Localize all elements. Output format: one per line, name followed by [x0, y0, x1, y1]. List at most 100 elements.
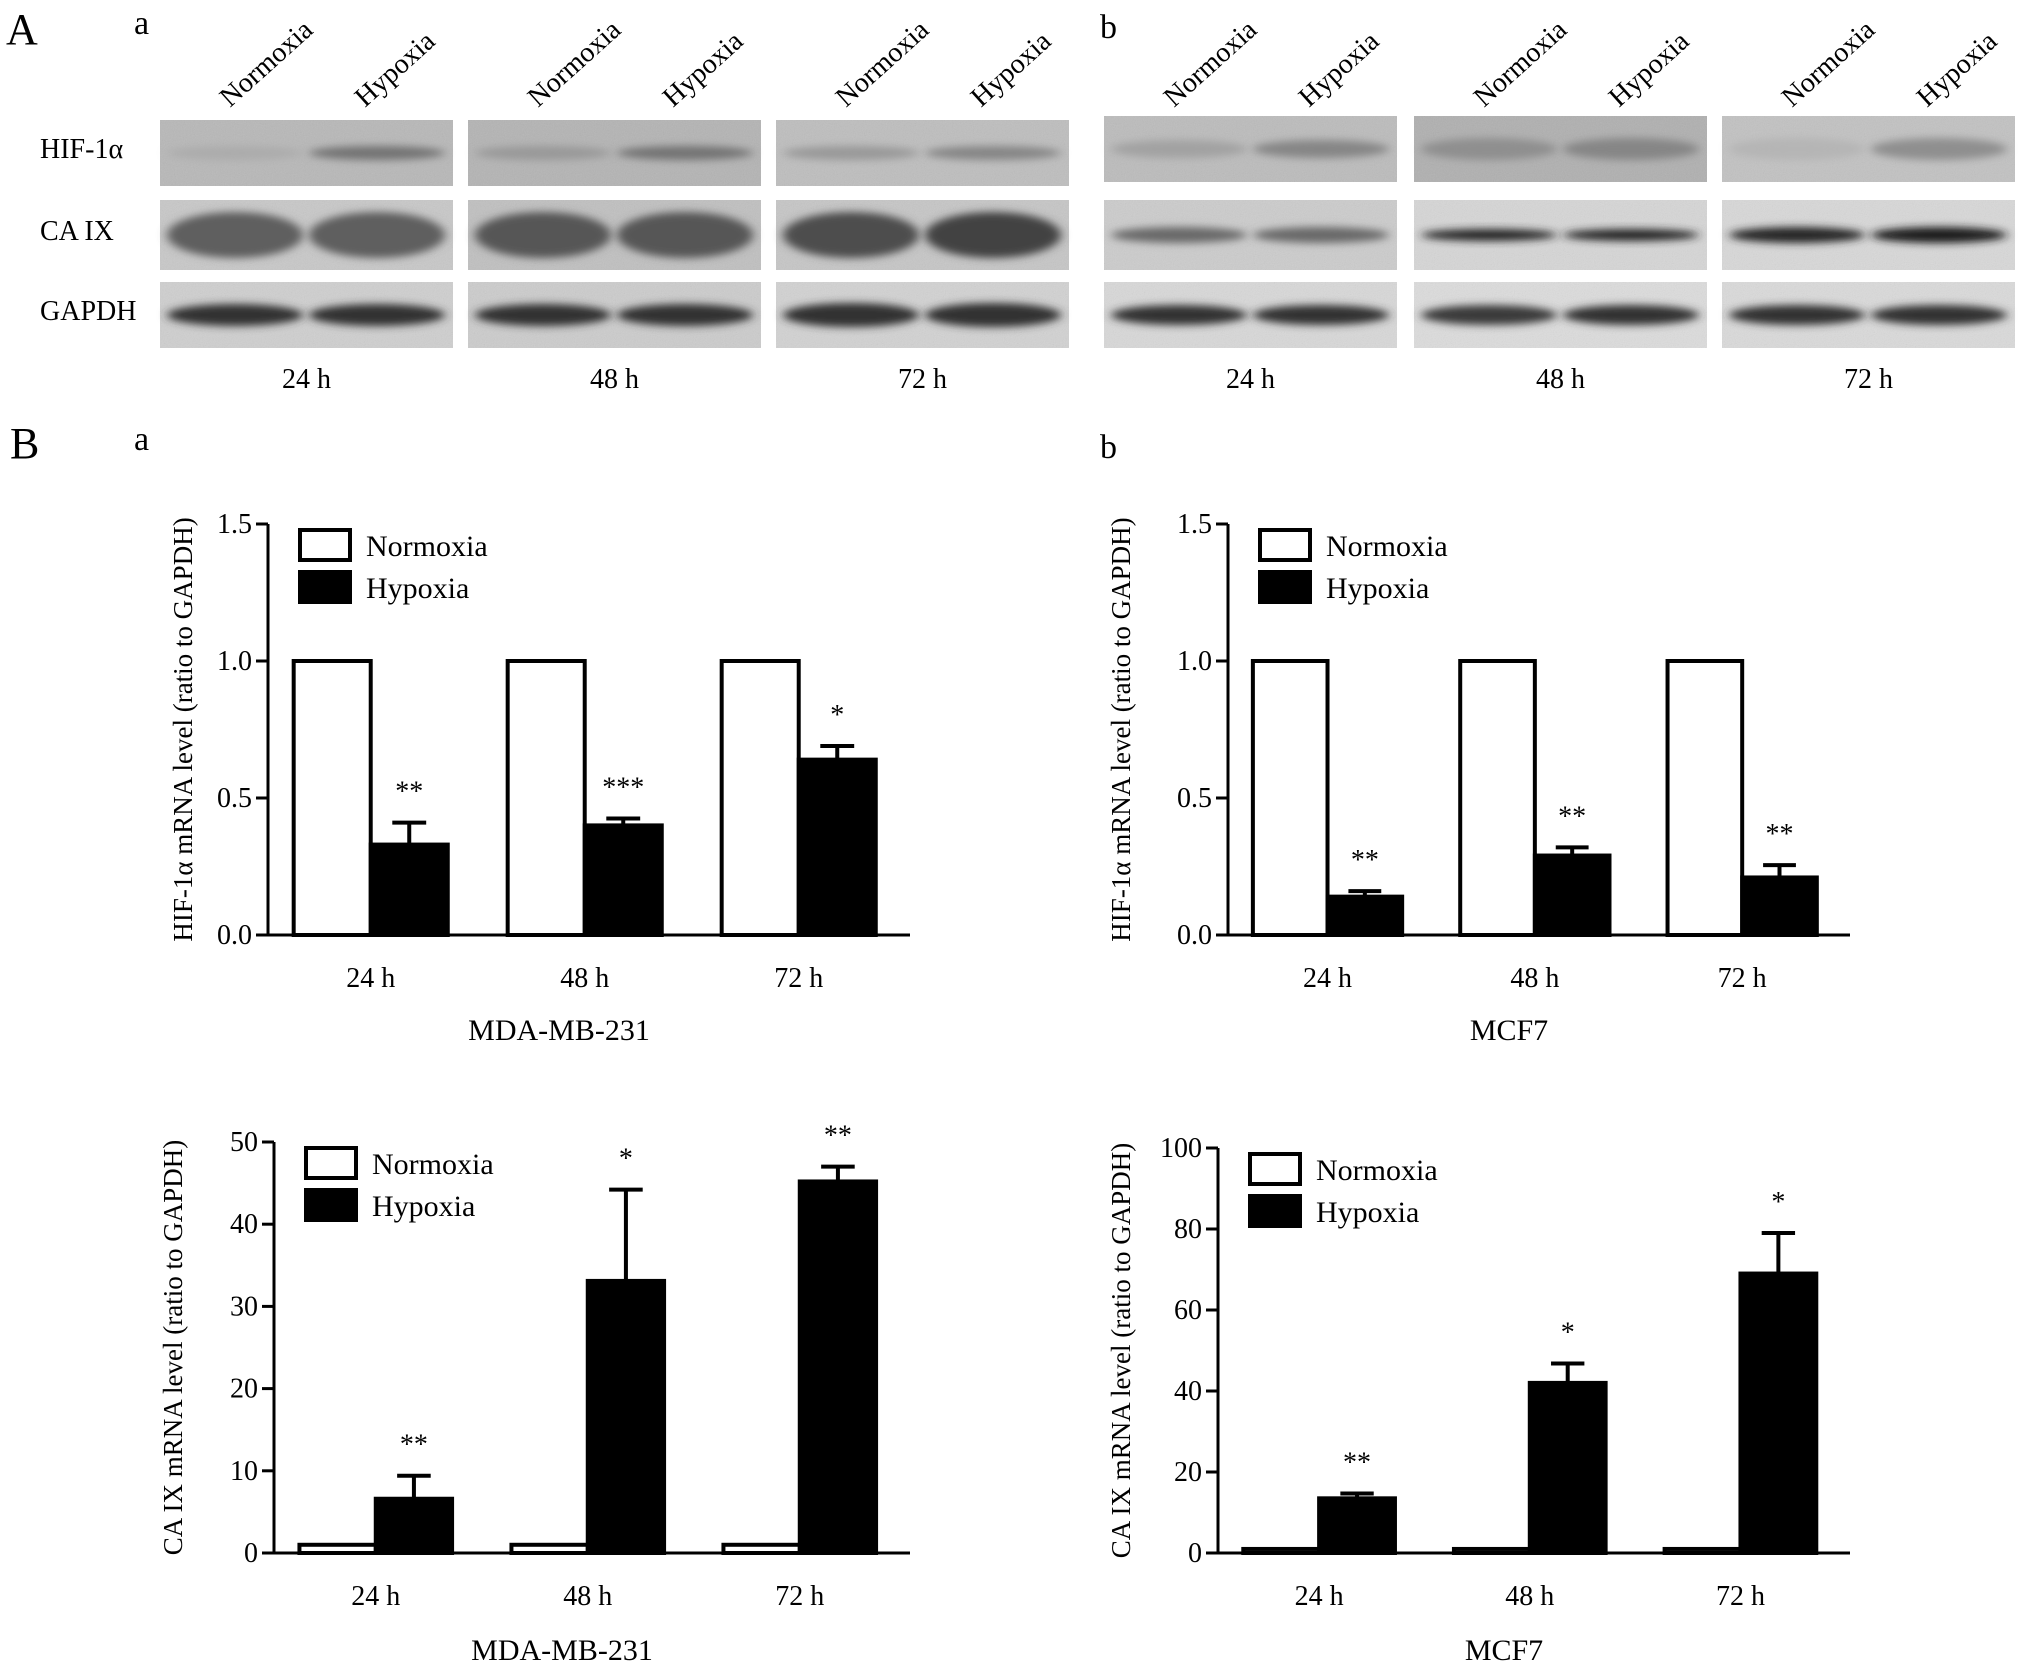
- significance-label-1: *: [619, 1144, 633, 1175]
- legend-swatch-hypoxia: [298, 570, 352, 604]
- blot-band-a-1-hif-normoxia: [475, 146, 611, 160]
- bar-hypoxia-1: [1527, 1380, 1608, 1556]
- blot-time-label-a-2: 72 h: [898, 364, 947, 395]
- significance-label-0: **: [1343, 1447, 1371, 1478]
- y-tick-label-3: 30: [230, 1291, 258, 1322]
- blot-band-b-1-ca9-normoxia: [1421, 229, 1557, 241]
- blot-condition-label-b-1-normoxia: Normoxia: [1468, 14, 1574, 113]
- chart-caption: MDA-MB-231: [471, 1634, 653, 1667]
- significance-label-0: **: [400, 1430, 428, 1461]
- blot-band-a-0-gapdh-normoxia: [167, 304, 303, 326]
- blot-band-a-2-gapdh-normoxia: [783, 303, 919, 327]
- bar-hypoxia-0: [1325, 894, 1405, 938]
- y-tick-label-0: 0.0: [217, 920, 252, 951]
- blot-condition-label-a-2-hypoxia: Hypoxia: [965, 25, 1058, 113]
- legend-label-normoxia: Normoxia: [366, 530, 488, 563]
- chart-caption: MCF7: [1470, 1014, 1548, 1047]
- bar-hypoxia-2: [797, 1179, 879, 1556]
- legend-label-hypoxia: Hypoxia: [1316, 1196, 1419, 1229]
- y-axis-title: HIF-1α mRNA level (ratio to GAPDH): [168, 517, 198, 941]
- x-tick-label-1: 48 h: [1505, 1581, 1554, 1612]
- bar-normoxia-0: [291, 659, 373, 937]
- y-tick-label-1: 0.5: [217, 783, 252, 814]
- blot-band-a-0-ca9-hypoxia: [309, 212, 445, 258]
- bar-normoxia-2: [721, 1542, 802, 1556]
- blot-condition-label-b-0-hypoxia: Hypoxia: [1293, 25, 1386, 113]
- blot-band-a-2-hif-normoxia: [783, 146, 919, 160]
- chart-sub-letter-b: b: [1100, 429, 1117, 466]
- y-tick-label-5: 100: [1160, 1133, 1202, 1164]
- blot-band-a-0-ca9-normoxia: [167, 212, 303, 258]
- chart-sub-letter-a: a: [134, 421, 149, 458]
- blot-time-label-a-1: 48 h: [590, 364, 639, 395]
- blot-band-b-1-hif-hypoxia: [1563, 138, 1699, 160]
- blot-condition-label-a-1-normoxia: Normoxia: [522, 14, 628, 113]
- blot-time-label-b-0: 24 h: [1226, 364, 1275, 395]
- blot-band-b-2-gapdh-normoxia: [1729, 305, 1865, 325]
- y-tick-label-4: 40: [230, 1209, 258, 1240]
- y-tick-label-4: 80: [1174, 1214, 1202, 1245]
- blot-condition-label-b-0-normoxia: Normoxia: [1158, 14, 1264, 113]
- legend-swatch-hypoxia: [304, 1188, 358, 1222]
- blot-band-a-1-hif-hypoxia: [617, 146, 753, 160]
- bar-hypoxia-2: [1740, 875, 1819, 938]
- blot-band-a-0-hif-hypoxia: [309, 146, 445, 160]
- blot-band-b-0-ca9-hypoxia: [1253, 227, 1389, 243]
- legend-swatch-hypoxia: [1248, 1194, 1302, 1228]
- blot-band-b-0-ca9-normoxia: [1111, 227, 1247, 243]
- blot-band-a-2-hif-hypoxia: [925, 146, 1061, 160]
- legend-swatch-normoxia: [1248, 1152, 1302, 1186]
- blot-band-b-2-hif-hypoxia: [1871, 138, 2007, 160]
- bar-normoxia-2: [719, 659, 801, 937]
- chart-ca9-mcf7: 0 20 40 60 80 100 CA IX mRNA level (ratio to G…: [1106, 1133, 1850, 1667]
- blot-band-b-2-gapdh-hypoxia: [1871, 305, 2007, 325]
- x-tick-label-1: 48 h: [1510, 963, 1559, 994]
- chart-caption: MCF7: [1465, 1634, 1543, 1667]
- chart-ca9-mda-mb-231: 0 10 20 30 40 50 CA IX mRNA level (ratio to GA…: [158, 1121, 910, 1667]
- panel-letter-a: A: [6, 5, 38, 54]
- significance-label-2: *: [830, 700, 844, 731]
- panel-letter-b: B: [10, 419, 39, 468]
- legend-swatch-normoxia: [1258, 528, 1312, 562]
- blot-band-a-1-gapdh-normoxia: [475, 304, 611, 326]
- blot-time-label-a-0: 24 h: [282, 364, 331, 395]
- blot-band-a-0-gapdh-hypoxia: [309, 304, 445, 326]
- legend-swatch-normoxia: [298, 528, 352, 562]
- x-tick-label-1: 48 h: [563, 1581, 612, 1612]
- blot-sub-letter-b: b: [1100, 9, 1117, 46]
- y-tick-label-2: 1.0: [1177, 646, 1212, 677]
- legend-label-normoxia: Normoxia: [372, 1148, 494, 1181]
- blot-band-a-2-ca9-normoxia: [783, 212, 919, 258]
- y-axis-title: CA IX mRNA level (ratio to GAPDH): [158, 1140, 188, 1555]
- blot-band-b-1-ca9-hypoxia: [1563, 229, 1699, 241]
- y-tick-label-3: 60: [1174, 1295, 1202, 1326]
- bar-hypoxia-1: [1532, 853, 1612, 937]
- y-axis-title: HIF-1α mRNA level (ratio to GAPDH): [1106, 517, 1136, 941]
- significance-label-2: **: [1766, 819, 1794, 850]
- bar-normoxia-2: [1662, 1546, 1743, 1555]
- y-tick-label-1: 10: [230, 1456, 258, 1487]
- x-tick-label-1: 48 h: [560, 963, 609, 994]
- blot-condition-label-a-1-hypoxia: Hypoxia: [657, 25, 750, 113]
- legend-swatch-normoxia: [304, 1146, 358, 1180]
- bar-normoxia-1: [1458, 659, 1537, 937]
- bar-hypoxia-1: [585, 1278, 667, 1555]
- significance-label-1: *: [1561, 1317, 1575, 1348]
- x-tick-label-2: 72 h: [774, 963, 823, 994]
- significance-label-0: **: [395, 777, 423, 808]
- blot-row-label-gapdh: GAPDH: [40, 296, 136, 327]
- legend-label-normoxia: Normoxia: [1326, 530, 1448, 563]
- x-tick-label-0: 24 h: [346, 963, 395, 994]
- blot-condition-label-b-1-hypoxia: Hypoxia: [1603, 25, 1696, 113]
- chart-caption: MDA-MB-231: [468, 1014, 650, 1047]
- y-tick-label-2: 20: [230, 1374, 258, 1405]
- bar-hypoxia-0: [1317, 1496, 1397, 1555]
- blot-band-a-2-ca9-hypoxia: [925, 212, 1061, 258]
- y-tick-label-3: 1.5: [217, 509, 252, 540]
- blot-condition-label-b-2-normoxia: Normoxia: [1776, 14, 1882, 113]
- blot-band-b-0-gapdh-normoxia: [1111, 305, 1247, 325]
- legend-swatch-hypoxia: [1258, 570, 1312, 604]
- y-tick-label-3: 1.5: [1177, 509, 1212, 540]
- y-tick-label-5: 50: [230, 1127, 258, 1158]
